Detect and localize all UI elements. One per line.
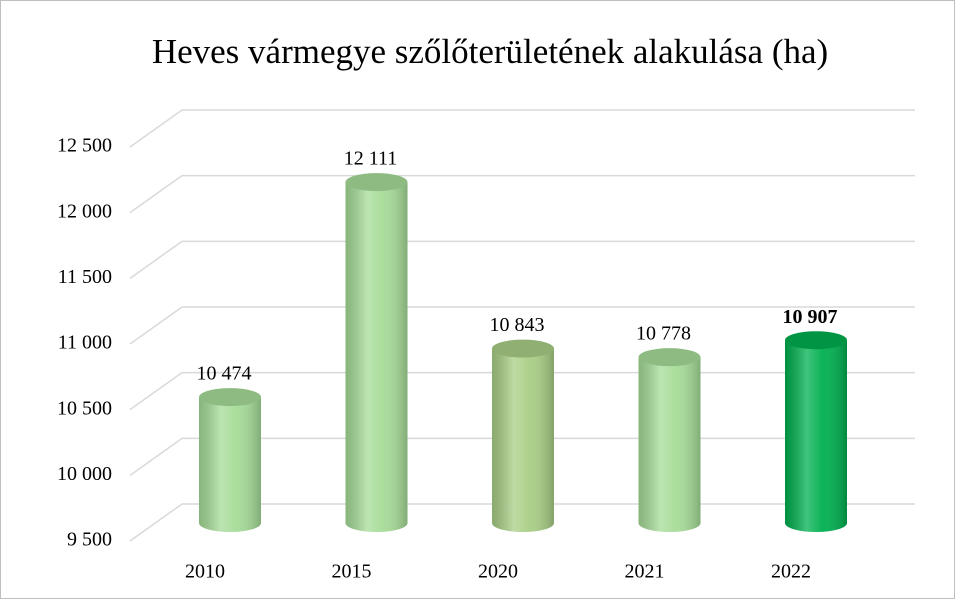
- bar-part: [638, 348, 701, 367]
- y-tick-label: 12 500: [57, 135, 112, 157]
- x-tick-label: 2015: [332, 561, 372, 583]
- x-tick-label: 2021: [625, 561, 665, 583]
- bar-part: [638, 357, 701, 523]
- bar-part: [345, 173, 408, 192]
- bar-part: [492, 339, 554, 358]
- data-label: 10 778: [636, 323, 691, 345]
- bar-part: [638, 348, 701, 367]
- data-label: 10 907: [783, 306, 838, 328]
- x-tick-label: 2022: [771, 561, 811, 583]
- data-label: 10 843: [490, 314, 545, 336]
- bar: [785, 331, 847, 532]
- grid-line: [129, 174, 915, 214]
- y-tick-label: 12 000: [57, 200, 112, 222]
- y-tick-label: 10 000: [57, 463, 112, 485]
- bar: [199, 388, 261, 532]
- y-tick-label: 11 000: [58, 332, 112, 354]
- bar-part: [345, 182, 408, 523]
- x-tick-label: 2020: [478, 561, 518, 583]
- data-label: 12 111: [344, 148, 398, 170]
- bar-part: [345, 173, 408, 192]
- grid-line: [129, 240, 915, 279]
- bar-part: [199, 388, 261, 407]
- y-tick-label: 10 500: [57, 397, 112, 419]
- bar-part: [785, 340, 847, 523]
- x-tick-label: 2010: [185, 561, 225, 583]
- bar: [492, 339, 554, 532]
- bar: [345, 173, 408, 532]
- bar: [638, 348, 701, 532]
- bar-part: [199, 397, 261, 523]
- data-label: 10 474: [197, 363, 252, 385]
- grid-line: [129, 109, 915, 148]
- bar-part: [492, 339, 554, 358]
- bar-part: [492, 348, 554, 523]
- bar-part: [199, 388, 261, 407]
- chart-title: Heves vármegye szőlőterületének alakulás…: [152, 32, 828, 71]
- y-tick-label: 11 500: [58, 266, 112, 288]
- bar-part: [785, 331, 847, 350]
- bar-part: [785, 331, 847, 350]
- y-tick-label: 9 500: [67, 529, 112, 551]
- grid-line: [129, 306, 915, 345]
